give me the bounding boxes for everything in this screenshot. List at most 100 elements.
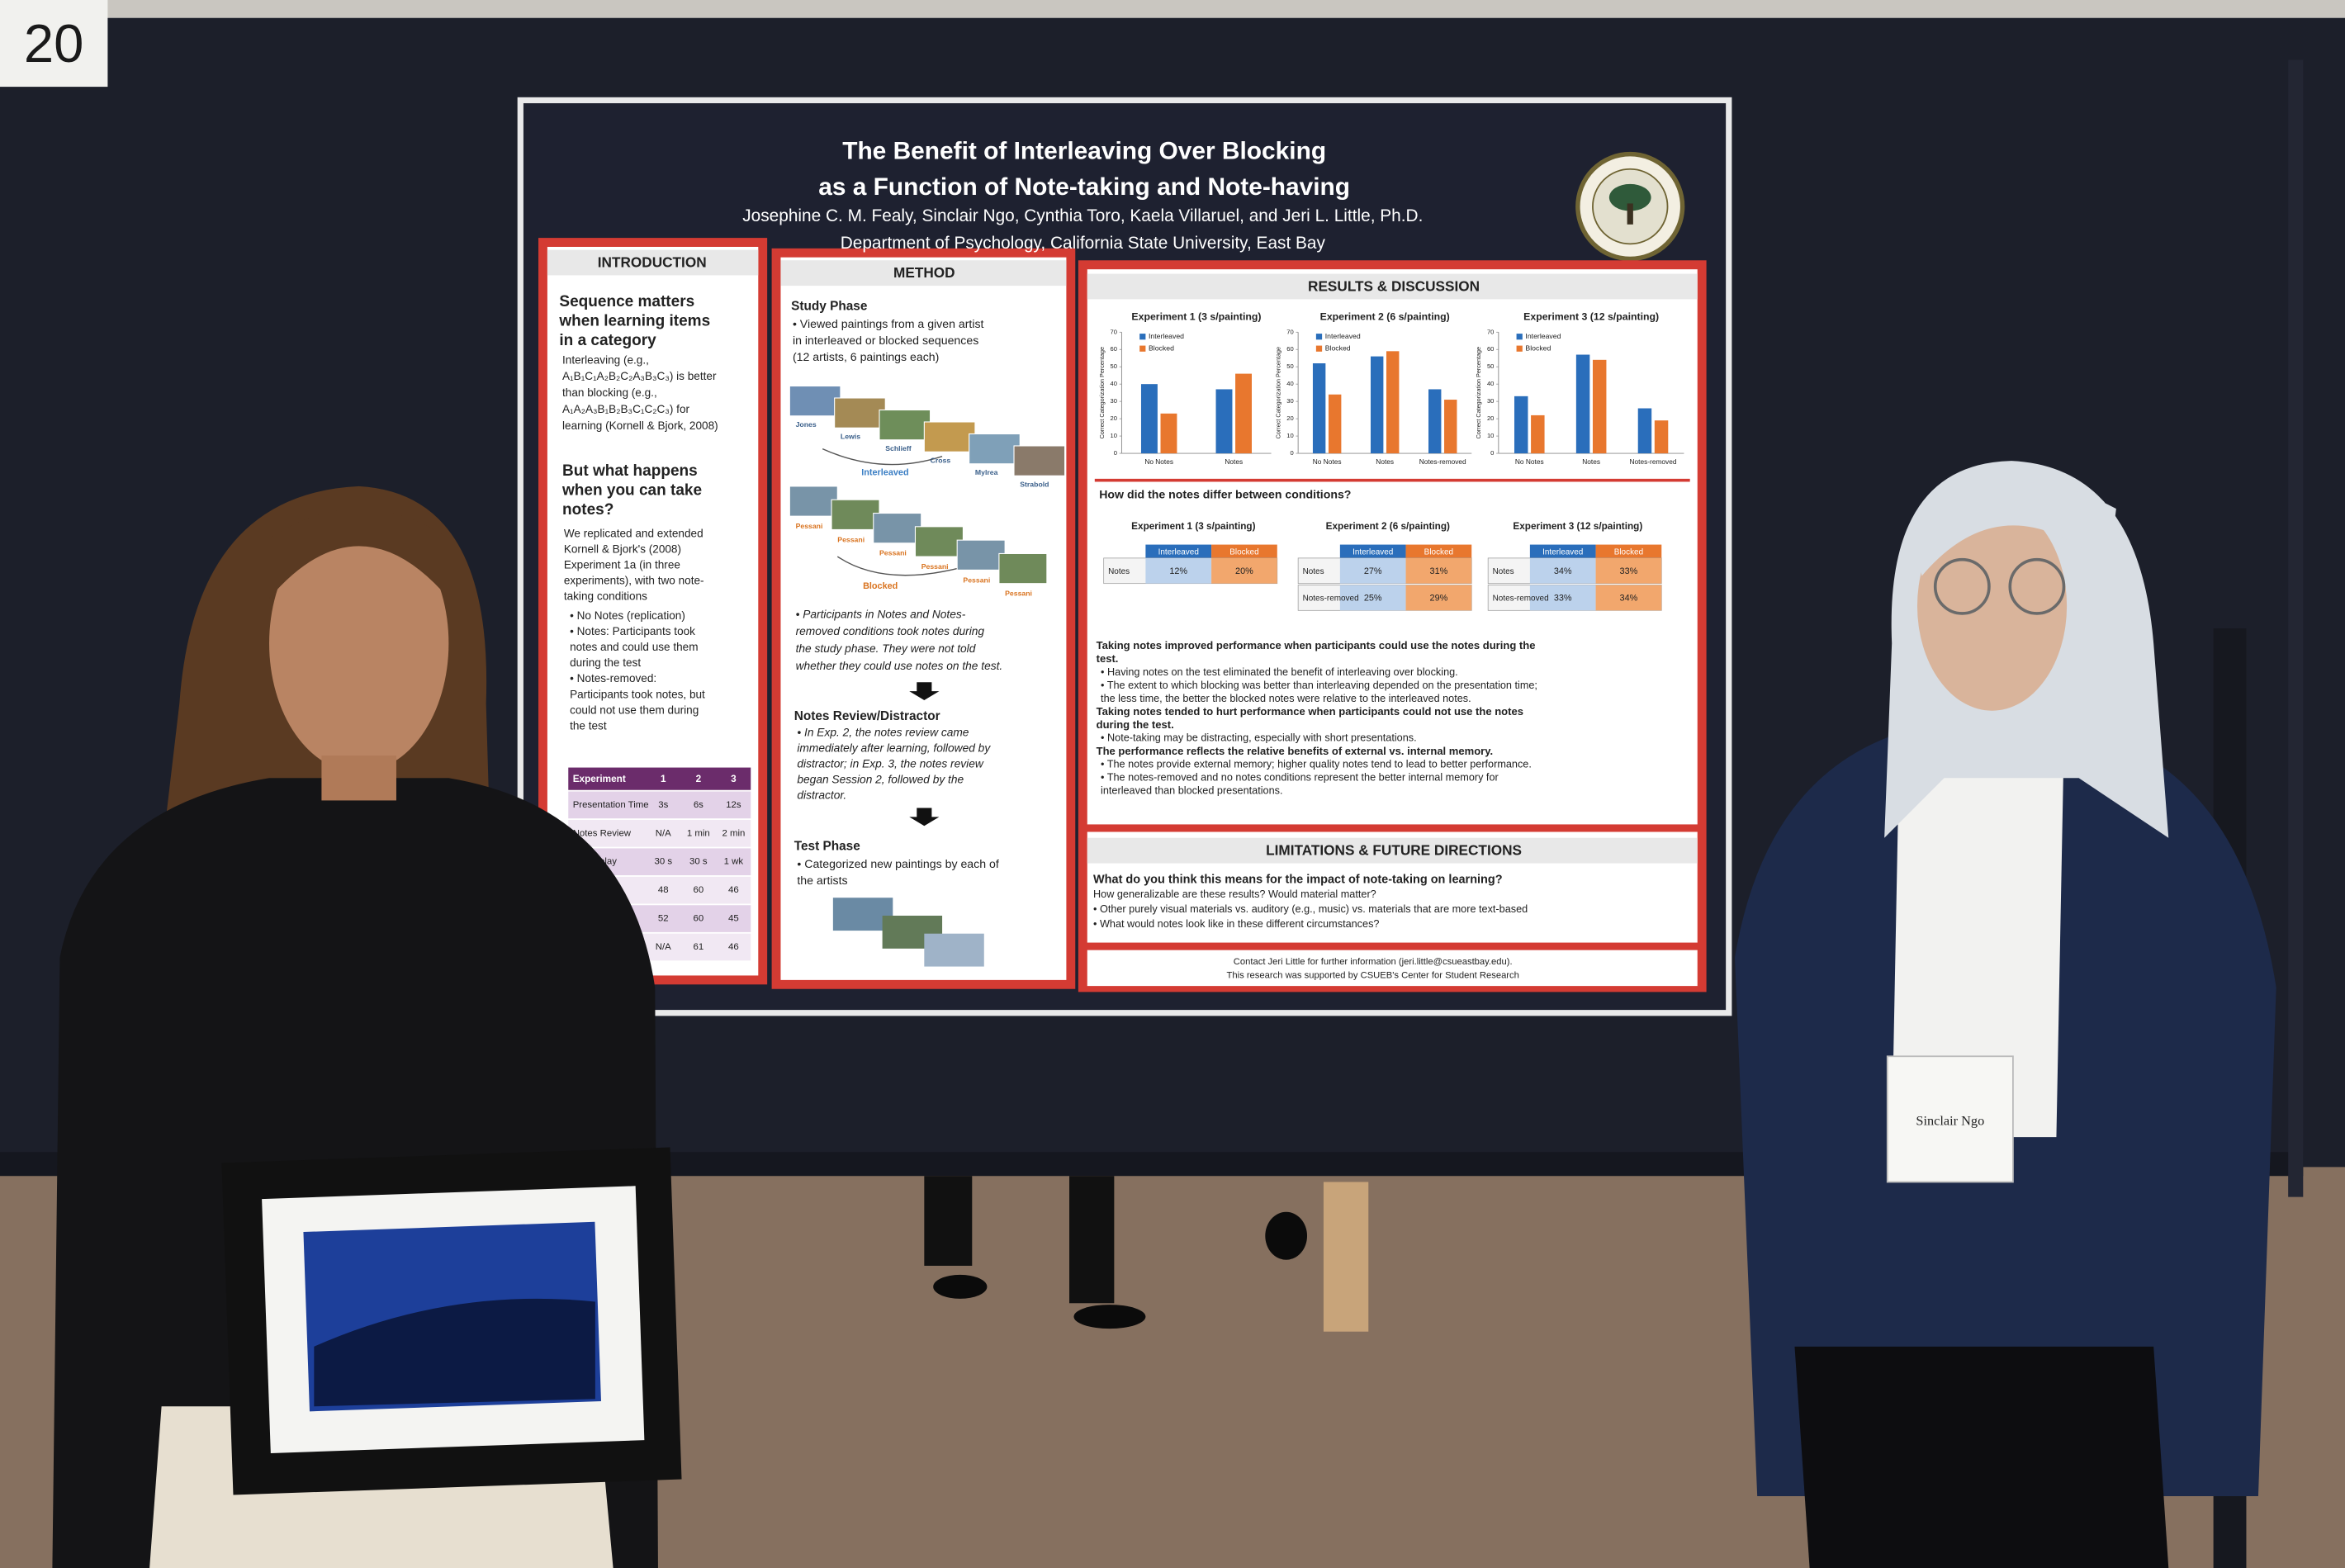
method-text: whether they could use notes on the test… xyxy=(796,660,1003,672)
shoe xyxy=(1073,1305,1146,1329)
table-cell: 2 xyxy=(696,774,702,784)
intro-text: taking conditions xyxy=(564,590,647,603)
discussion-heading: The performance reflects the relative be… xyxy=(1097,745,1494,757)
table-header xyxy=(1339,544,1406,558)
bar xyxy=(1235,373,1252,454)
table-cell-bg xyxy=(1529,585,1596,611)
table-cell: 27% xyxy=(1364,566,1382,576)
bar xyxy=(1514,396,1528,454)
section-heading: RESULTS & DISCUSSION xyxy=(1308,277,1480,294)
limitations-text: • Other purely visual materials vs. audi… xyxy=(1093,903,1528,915)
arrow xyxy=(909,808,940,827)
y-tick-label: 60 xyxy=(1286,345,1293,353)
table-cell: 34% xyxy=(1554,566,1572,576)
table-cell-bg xyxy=(1339,557,1406,584)
table-title: Experiment 2 (6 s/painting) xyxy=(1326,521,1450,532)
table-cell: 20% xyxy=(1235,566,1253,576)
method-text: began Session 2, followed by the xyxy=(797,774,964,786)
y-tick-label: 50 xyxy=(1111,362,1117,370)
legend-label: Interleaved xyxy=(1149,332,1184,340)
table-row xyxy=(568,819,751,847)
intro-text: learning (Kornell & Bjork, 2008) xyxy=(562,419,718,432)
panel-header xyxy=(1087,837,1698,864)
y-tick-label: 40 xyxy=(1487,380,1494,387)
table-cell: Interleaved xyxy=(1158,547,1199,557)
method-text: distractor. xyxy=(797,789,846,802)
intro-question: But what happens xyxy=(562,462,698,480)
painting-thumb xyxy=(873,512,922,544)
face xyxy=(269,514,449,773)
subheading: Test Phase xyxy=(794,840,860,854)
method-text: immediately after learning, followed by xyxy=(797,742,991,755)
table-cell-bg xyxy=(1405,585,1472,611)
artist-label: Cross xyxy=(931,456,951,464)
table-cell-bg xyxy=(1211,557,1277,584)
table-cell: Blocked xyxy=(1229,547,1258,557)
method-text: • In Exp. 2, the notes review came xyxy=(797,727,969,739)
chart-title: Experiment 2 (6 s/painting) xyxy=(1320,310,1450,322)
table-cell: 30 s xyxy=(689,857,708,867)
intro-text: A₁B₁C₁A₂B₂C₂A₃B₃C₃) is better xyxy=(562,370,717,382)
bar xyxy=(1312,363,1326,454)
table-cell-bg xyxy=(1595,585,1662,611)
legend-swatch xyxy=(1139,345,1146,352)
table-cell: 46 xyxy=(728,885,739,895)
bar xyxy=(1160,413,1177,454)
method-text: • Categorized new paintings by each of xyxy=(797,857,998,870)
bar xyxy=(1654,420,1669,454)
intro-question: notes? xyxy=(562,501,613,519)
shoe xyxy=(933,1274,988,1299)
x-tick-label: Notes xyxy=(1376,457,1394,466)
artist-label: Pessani xyxy=(1005,590,1032,598)
sign-plate xyxy=(0,0,108,88)
table-cell-bg xyxy=(1529,557,1596,584)
artist-label: Mylrea xyxy=(975,468,998,476)
poster-title: The Benefit of Interleaving Over Blockin… xyxy=(842,138,1326,165)
results-question: How did the notes differ between conditi… xyxy=(1099,488,1351,501)
table-cell: Blocked xyxy=(1614,547,1643,557)
bar xyxy=(1386,351,1400,454)
legend-label: Blocked xyxy=(1149,343,1174,352)
y-tick-label: 10 xyxy=(1111,432,1117,439)
sequence-label: Interleaved xyxy=(861,467,908,477)
bar xyxy=(1592,359,1607,454)
table-header xyxy=(1211,544,1277,558)
chart-title: Experiment 1 (3 s/painting) xyxy=(1131,310,1261,322)
bar xyxy=(1444,400,1457,454)
authors: Josephine C. M. Fealy, Sinclair Ngo, Cyn… xyxy=(742,206,1423,225)
discussion-bullet: • The notes provide external memory; hig… xyxy=(1101,759,1532,770)
face xyxy=(1916,501,2068,711)
painting-thumb xyxy=(998,552,1048,585)
table-cell: 2 min xyxy=(722,828,745,838)
seal-tree xyxy=(1608,183,1651,211)
discussion-bullet: the less time, the better the blocked no… xyxy=(1101,693,1471,704)
method-text: • Participants in Notes and Notes- xyxy=(796,608,966,620)
intro-bullet: • Notes: Participants took xyxy=(570,625,695,637)
table-cell: 29% xyxy=(1430,594,1448,604)
painting-thumb xyxy=(879,409,931,441)
intro-bullet: during the test xyxy=(570,656,641,669)
bar xyxy=(1575,354,1590,454)
table-cell: Interleaved xyxy=(1542,547,1583,557)
table-cell-bg xyxy=(1595,557,1662,584)
legend-label: Interleaved xyxy=(1325,332,1361,340)
painting-thumb xyxy=(831,499,880,530)
intro-bullet: notes and could use them xyxy=(570,641,698,653)
chart-title: Experiment 3 (12 s/painting) xyxy=(1523,310,1659,322)
intro-bullet: Participants took notes, but xyxy=(570,688,705,700)
painting-thumb xyxy=(789,486,838,517)
table-cell: 46 xyxy=(728,942,739,952)
x-tick-label: Notes xyxy=(1582,457,1600,466)
table-cell: Notes xyxy=(1303,567,1324,576)
bar xyxy=(1637,408,1652,454)
panel-header xyxy=(1087,273,1698,300)
table-cell: Presentation Time xyxy=(573,800,649,810)
person-right: Sinclair Ngo xyxy=(1735,461,2276,1568)
table-header xyxy=(1529,544,1596,558)
section-heading: METHOD xyxy=(893,264,955,281)
bar xyxy=(1531,415,1545,454)
method-text: (12 artists, 6 paintings each) xyxy=(793,350,939,363)
sequence-label: Blocked xyxy=(863,581,898,591)
y-tick-label: 50 xyxy=(1286,362,1293,370)
